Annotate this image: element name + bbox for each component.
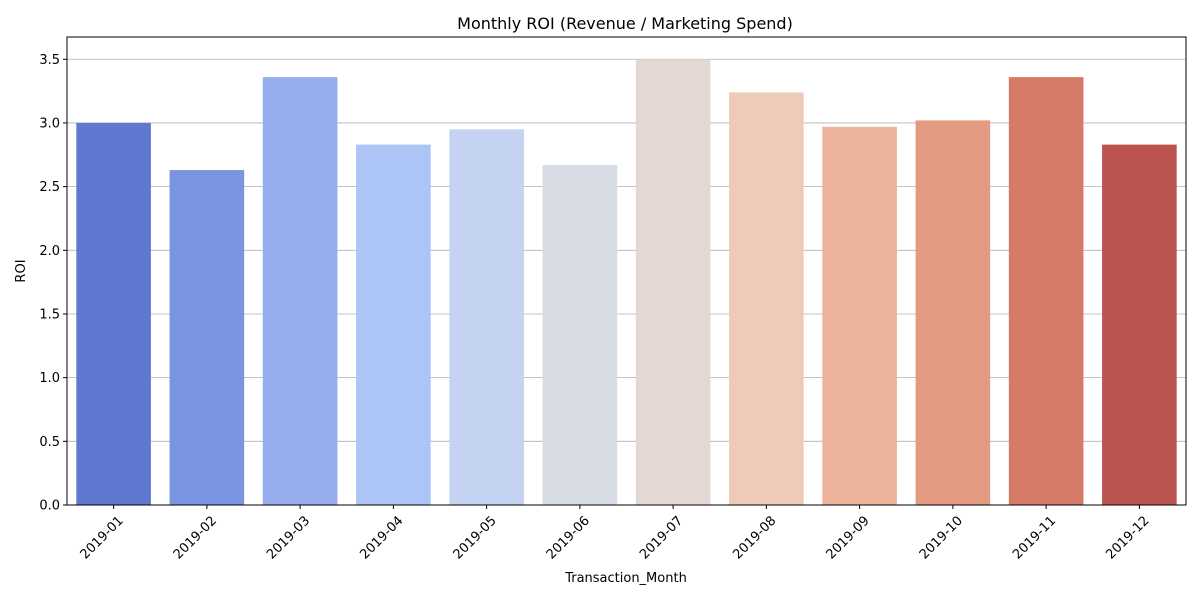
x-axis-label: Transaction_Month bbox=[564, 571, 687, 586]
y-axis-ticks: 0.0 0.5 1.0 1.5 2.0 2.5 3.0 3.5 bbox=[39, 53, 67, 514]
bar-2019-09 bbox=[822, 126, 897, 505]
bar-2019-06 bbox=[542, 164, 618, 505]
bar-2019-10 bbox=[915, 120, 991, 506]
bar-2019-11 bbox=[1008, 77, 1084, 505]
bar-2019-03 bbox=[262, 77, 338, 505]
bars bbox=[76, 59, 1177, 506]
y-tick-label: 0.0 bbox=[39, 499, 60, 514]
plot-frame bbox=[66, 36, 1187, 506]
bar-2019-05 bbox=[449, 129, 524, 505]
y-tick-label: 1.5 bbox=[39, 307, 60, 322]
bar-2019-04 bbox=[356, 144, 431, 506]
bar-2019-01 bbox=[76, 122, 151, 506]
y-axis-label: ROI bbox=[14, 259, 29, 282]
bar-2019-02 bbox=[169, 170, 245, 505]
bar-2019-08 bbox=[729, 92, 804, 505]
y-tick-label: 3.5 bbox=[39, 53, 60, 68]
y-tick-label: 0.5 bbox=[39, 435, 60, 450]
y-tick-label: 2.5 bbox=[39, 180, 60, 195]
bar-2019-07 bbox=[635, 59, 711, 506]
y-tick-label: 1.0 bbox=[39, 371, 60, 386]
y-tick-label: 2.0 bbox=[39, 244, 60, 259]
chart-title: Monthly ROI (Revenue / Marketing Spend) bbox=[457, 14, 793, 33]
y-tick-label: 3.0 bbox=[39, 116, 60, 131]
bar-2019-12 bbox=[1102, 144, 1177, 506]
